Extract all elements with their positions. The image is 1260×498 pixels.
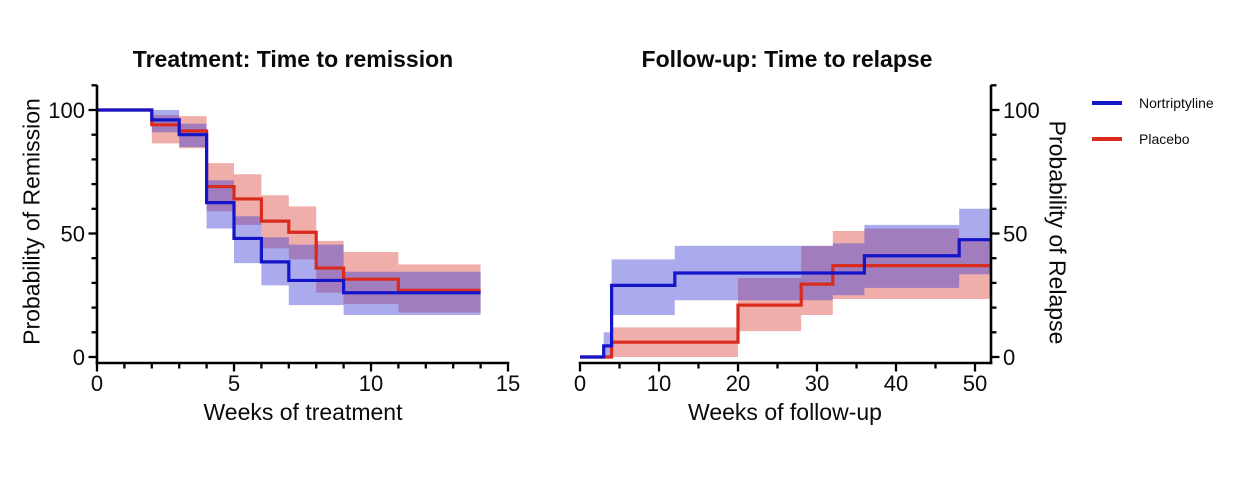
nortriptyline-line-swatch — [1092, 101, 1122, 105]
right-x-axis-label: Weeks of follow-up — [688, 399, 882, 425]
legend-item-placebo: Placebo — [1092, 121, 1214, 157]
x-tick-label: 50 — [963, 371, 987, 396]
legend: Nortriptyline Placebo — [1092, 85, 1214, 157]
ci-band-placebo — [151, 114, 481, 313]
y-tick-label: 100 — [48, 98, 85, 123]
right-plot: 0 10 20 30 40 50 0 50 100 — [574, 84, 1040, 396]
y-tick-label: 100 — [1003, 98, 1040, 123]
legend-label-placebo: Placebo — [1139, 131, 1190, 147]
x-tick-label: 30 — [805, 371, 829, 396]
x-tick-label: 40 — [884, 371, 908, 396]
y-tick-label: 0 — [73, 345, 85, 370]
y-tick-label: 50 — [1003, 222, 1027, 247]
left-y-axis-label: Probability of Remission — [18, 98, 45, 345]
x-tick-label: 20 — [726, 371, 750, 396]
left-x-axis-label: Weeks of treatment — [203, 399, 403, 425]
x-tick-label: 15 — [496, 371, 520, 396]
x-tick-label: 10 — [359, 371, 383, 396]
km-curve-nortriptyline — [580, 238, 991, 359]
km-curve-placebo — [580, 264, 991, 359]
right-plot-title: Follow-up: Time to relapse — [641, 46, 933, 72]
y-tick-label: 50 — [61, 222, 85, 247]
ci-band-nortriptyline — [603, 208, 991, 357]
y-tick-label: 0 — [1003, 345, 1015, 370]
left-plot-title: Treatment: Time to remission — [132, 46, 454, 72]
x-tick-label: 0 — [91, 371, 103, 396]
legend-item-nortriptyline: Nortriptyline — [1092, 85, 1214, 121]
placebo-line-swatch — [1092, 137, 1122, 141]
km-curve-nortriptyline — [97, 108, 481, 295]
x-tick-label: 10 — [647, 371, 671, 396]
x-tick-label: 5 — [228, 371, 240, 396]
legend-label-nortriptyline: Nortriptyline — [1139, 95, 1214, 111]
x-tick-label: 0 — [574, 371, 586, 396]
right-y-axis-label: Probability of Relapse — [1044, 120, 1071, 345]
left-plot: 0 5 10 15 0 50 100 — [48, 84, 520, 396]
